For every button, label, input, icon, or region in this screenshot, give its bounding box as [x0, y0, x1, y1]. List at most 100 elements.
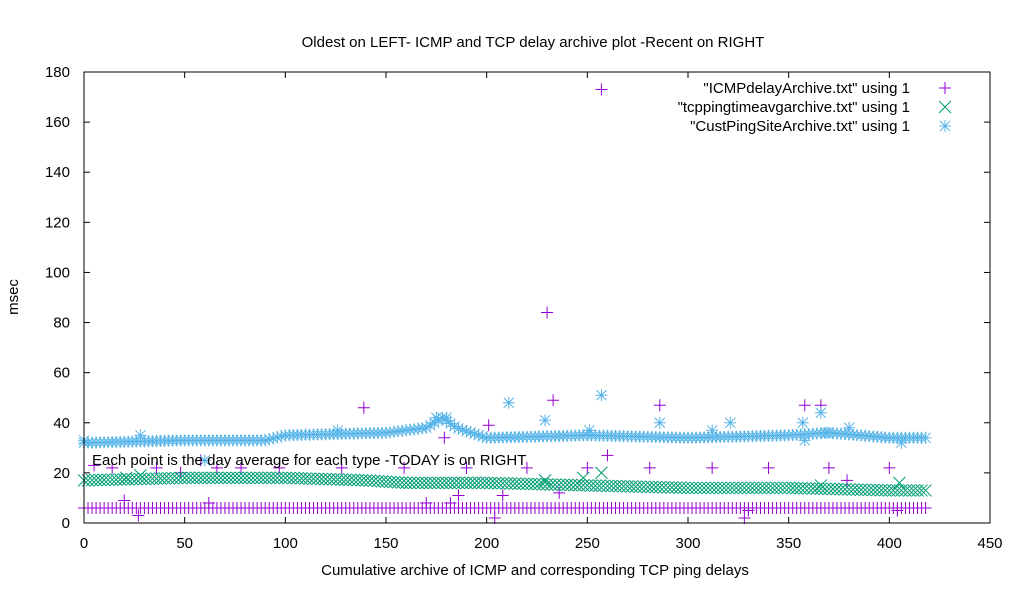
- y-tick-label: 60: [53, 365, 70, 382]
- data-point: [822, 461, 835, 474]
- data-point: [576, 471, 590, 485]
- data-point: [539, 414, 552, 427]
- data-point: [595, 389, 608, 402]
- data-point: [883, 461, 896, 474]
- data-point: [798, 399, 811, 412]
- data-point: [798, 434, 811, 447]
- data-point: [653, 416, 666, 429]
- data-point: [271, 431, 284, 444]
- legend-label: "ICMPdelayArchive.txt" using 1: [703, 80, 910, 97]
- x-axis-label: Cumulative archive of ICMP and correspon…: [321, 562, 749, 579]
- legend-marker: [939, 82, 951, 94]
- data-point: [520, 461, 533, 474]
- data-point: [742, 504, 755, 517]
- y-tick-label: 100: [45, 264, 70, 281]
- legend: "ICMPdelayArchive.txt" using 1 "tcppingti…: [678, 80, 952, 135]
- y-axis-label: msec: [5, 279, 22, 315]
- data-point: [444, 417, 457, 430]
- data-point: [643, 461, 656, 474]
- data-point: [452, 489, 465, 502]
- chart-title: Oldest on LEFT- ICMP and TCP delay archi…: [302, 34, 765, 51]
- data-point: [502, 396, 515, 409]
- data-point: [895, 436, 908, 449]
- y-tick-label: 20: [53, 465, 70, 482]
- data-point: [388, 425, 401, 438]
- legend-label: "tcppingtimeavgarchive.txt" using 1: [678, 99, 910, 116]
- legend-label: "CustPingSiteArchive.txt" using 1: [690, 118, 910, 135]
- data-point: [653, 399, 666, 412]
- data-point: [335, 461, 348, 474]
- data-point: [468, 427, 481, 440]
- data-point: [706, 424, 719, 437]
- series-3: [78, 389, 932, 467]
- data-point: [150, 461, 163, 474]
- data-point: [134, 469, 147, 482]
- data-point: [464, 426, 477, 439]
- data-point: [440, 411, 453, 424]
- data-point: [893, 476, 906, 490]
- data-point: [460, 461, 473, 474]
- data-point: [134, 429, 147, 442]
- x-tick-label: 0: [80, 535, 88, 552]
- data-point: [538, 474, 552, 487]
- x-tick-label: 250: [575, 535, 600, 552]
- data-point: [263, 433, 276, 446]
- data-point: [820, 426, 833, 439]
- data-point: [198, 454, 211, 467]
- x-tick-label: 300: [675, 535, 700, 552]
- data-point: [476, 430, 489, 443]
- data-point: [384, 426, 397, 439]
- x-tick-label: 450: [977, 535, 1002, 552]
- data-point: [408, 423, 421, 436]
- y-tick-label: 160: [45, 114, 70, 131]
- x-tick-label: 200: [474, 535, 499, 552]
- data-point: [814, 479, 828, 492]
- data-point: [796, 416, 809, 429]
- data-point: [428, 416, 441, 429]
- data-point: [398, 461, 411, 474]
- data-point: [396, 424, 409, 437]
- data-point: [259, 434, 272, 447]
- data-point: [380, 426, 392, 439]
- data-point: [496, 489, 509, 502]
- data-point: [541, 306, 554, 319]
- data-point: [88, 459, 101, 472]
- x-tick-label: 100: [273, 535, 298, 552]
- data-point: [404, 423, 417, 436]
- data-point: [915, 484, 928, 497]
- y-tick-label: 0: [62, 515, 70, 532]
- data-point: [267, 432, 280, 445]
- data-point: [456, 423, 469, 436]
- data-point: [738, 511, 751, 524]
- data-point: [424, 419, 437, 432]
- data-point: [420, 496, 433, 509]
- data-point: [460, 425, 473, 438]
- data-point: [119, 471, 133, 485]
- annotation-text: Each point is the day average for each t…: [92, 452, 526, 469]
- data-point: [547, 394, 560, 407]
- data-point: [202, 496, 215, 509]
- data-point: [118, 494, 131, 507]
- data-point: [595, 83, 608, 96]
- x-tick-label: 350: [776, 535, 801, 552]
- series-1: [78, 83, 932, 524]
- legend-marker: [938, 100, 952, 114]
- plot-frame: [83, 71, 991, 524]
- data-point: [174, 466, 187, 479]
- data-point: [392, 425, 405, 438]
- data-point: [843, 421, 856, 434]
- data-point: [583, 424, 596, 437]
- data-point: [919, 484, 932, 497]
- data-point: [132, 509, 145, 522]
- x-tick-label: 150: [373, 535, 398, 552]
- y-tick-label: 120: [45, 214, 70, 231]
- data-point: [106, 461, 119, 474]
- plot-area: [77, 83, 932, 524]
- data-point: [438, 431, 451, 444]
- data-point: [444, 496, 457, 509]
- axes: 0 50 100 150 200 250 300 350 400 450 0 20 40 60 80 100 1…: [45, 64, 1003, 552]
- data-point: [919, 501, 932, 514]
- data-point: [601, 449, 614, 462]
- data-point: [357, 401, 370, 414]
